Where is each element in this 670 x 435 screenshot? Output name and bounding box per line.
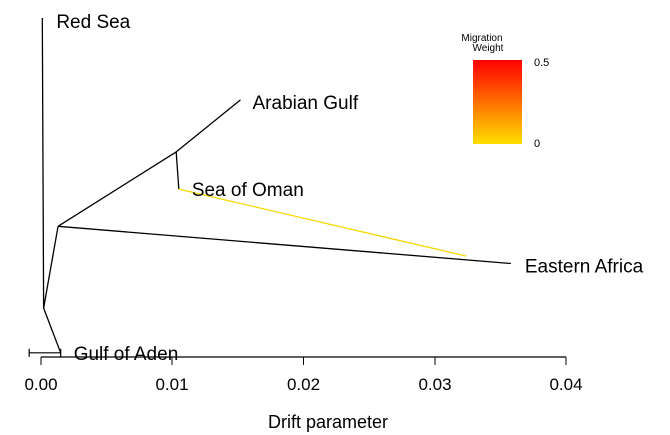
legend-title-line1: Migration — [461, 33, 502, 44]
branch-n1-eafrica — [58, 225, 511, 265]
leaf-label-sea-of-oman: Sea of Oman — [192, 180, 304, 201]
x-tick-label: 0.00 — [24, 375, 57, 394]
drift-error-bar — [28, 348, 62, 357]
branch-n2-arabian — [175, 99, 241, 153]
branch-n2-oman — [175, 151, 180, 190]
x-tick-label: 0.01 — [155, 375, 188, 394]
branch-root-n1 — [42, 226, 59, 309]
x-tick-label: 0.03 — [418, 375, 451, 394]
tree-branches — [41, 17, 511, 354]
legend-min-label: 0 — [534, 138, 540, 150]
legend-title-line2: Weight — [473, 43, 504, 54]
x-axis: 0.00 0.01 0.02 0.03 0.04 Drift parameter — [24, 356, 583, 432]
leaf-label-arabian-gulf: Arabian Gulf — [253, 93, 359, 114]
leaf-label-red-sea: Red Sea — [56, 12, 130, 33]
x-axis-title: Drift parameter — [268, 412, 388, 432]
x-tick-label: 0.02 — [287, 375, 320, 394]
migration-weight-legend: Migration Weight 0.5 0 — [461, 33, 549, 150]
leaf-label-gulf-of-aden: Gulf of Aden — [74, 344, 179, 365]
legend-color-bar — [473, 60, 522, 144]
leaf-label-eastern-africa: Eastern Africa — [525, 257, 644, 278]
branch-n1-n2 — [57, 151, 177, 227]
legend-max-label: 0.5 — [534, 57, 549, 69]
migration-edge — [178, 188, 467, 257]
x-tick-label: 0.04 — [549, 375, 582, 394]
branch-root-gulfaden — [43, 307, 62, 354]
branch-root-redsea — [41, 17, 45, 309]
